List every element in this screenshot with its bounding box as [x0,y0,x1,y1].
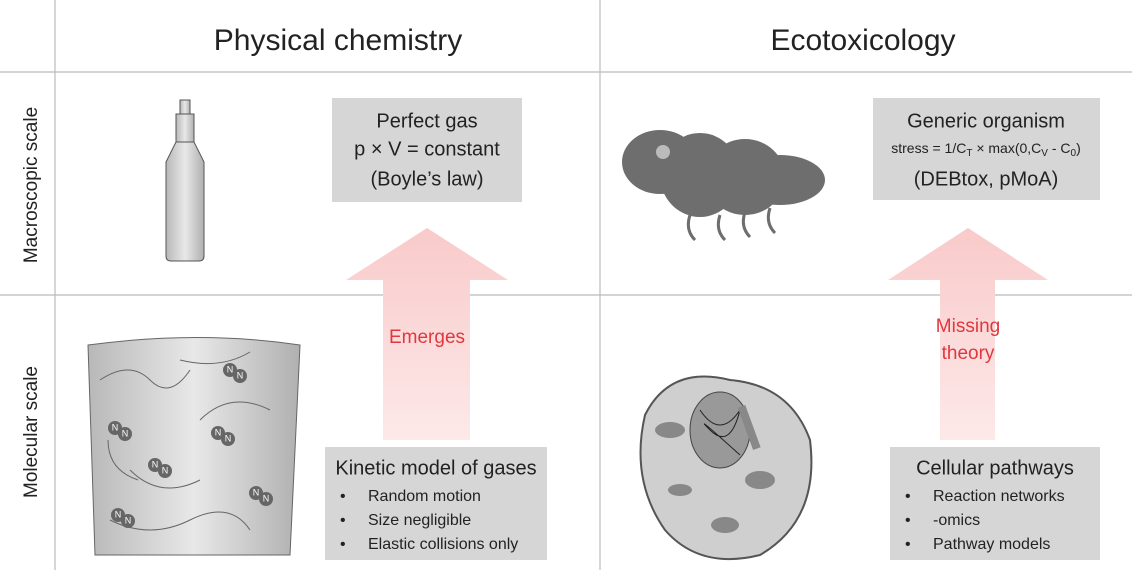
organism [622,130,825,240]
arrow-label: theory [942,343,995,364]
bullet: • [905,512,911,529]
formula-part: stress = 1/C [891,140,966,156]
arrow-label: Missing [936,316,1000,337]
row-label: Macroscopic scale [21,107,42,263]
bullet: • [905,488,911,505]
formula-part: - C [1048,140,1071,156]
cell [641,377,812,560]
list-item: Size negligible [368,512,471,529]
box-text: Generic organism [907,110,1065,132]
box-text: Perfect gas [376,110,477,132]
formula-part: ) [1076,140,1081,156]
list-item: Reaction networks [933,488,1065,505]
column-header: Ecotoxicology [770,24,955,57]
list-item: Elastic collisions only [368,536,518,553]
bullet: • [340,512,346,529]
bottle [166,100,204,261]
arrow-label: Emerges [389,327,465,348]
box-text: p × V = constant [354,138,500,160]
formula-part: × max(0,C [972,140,1041,156]
diagram: N N Physical chemistry Ecotoxicology Mac… [0,0,1132,570]
list-item: Pathway models [933,536,1050,553]
list-item: Random motion [368,488,481,505]
box-title: Kinetic model of gases [335,457,536,479]
box-text: (Boyle’s law) [371,168,484,190]
list-item: -omics [933,512,980,529]
beaker [88,338,300,556]
column-header: Physical chemistry [214,24,462,57]
row-label: Molecular scale [21,366,42,498]
box-title: Cellular pathways [916,457,1074,479]
bullet: • [340,536,346,553]
bullet: • [905,536,911,553]
bullet: • [340,488,346,505]
box-text: (DEBtox, pMoA) [914,168,1058,190]
